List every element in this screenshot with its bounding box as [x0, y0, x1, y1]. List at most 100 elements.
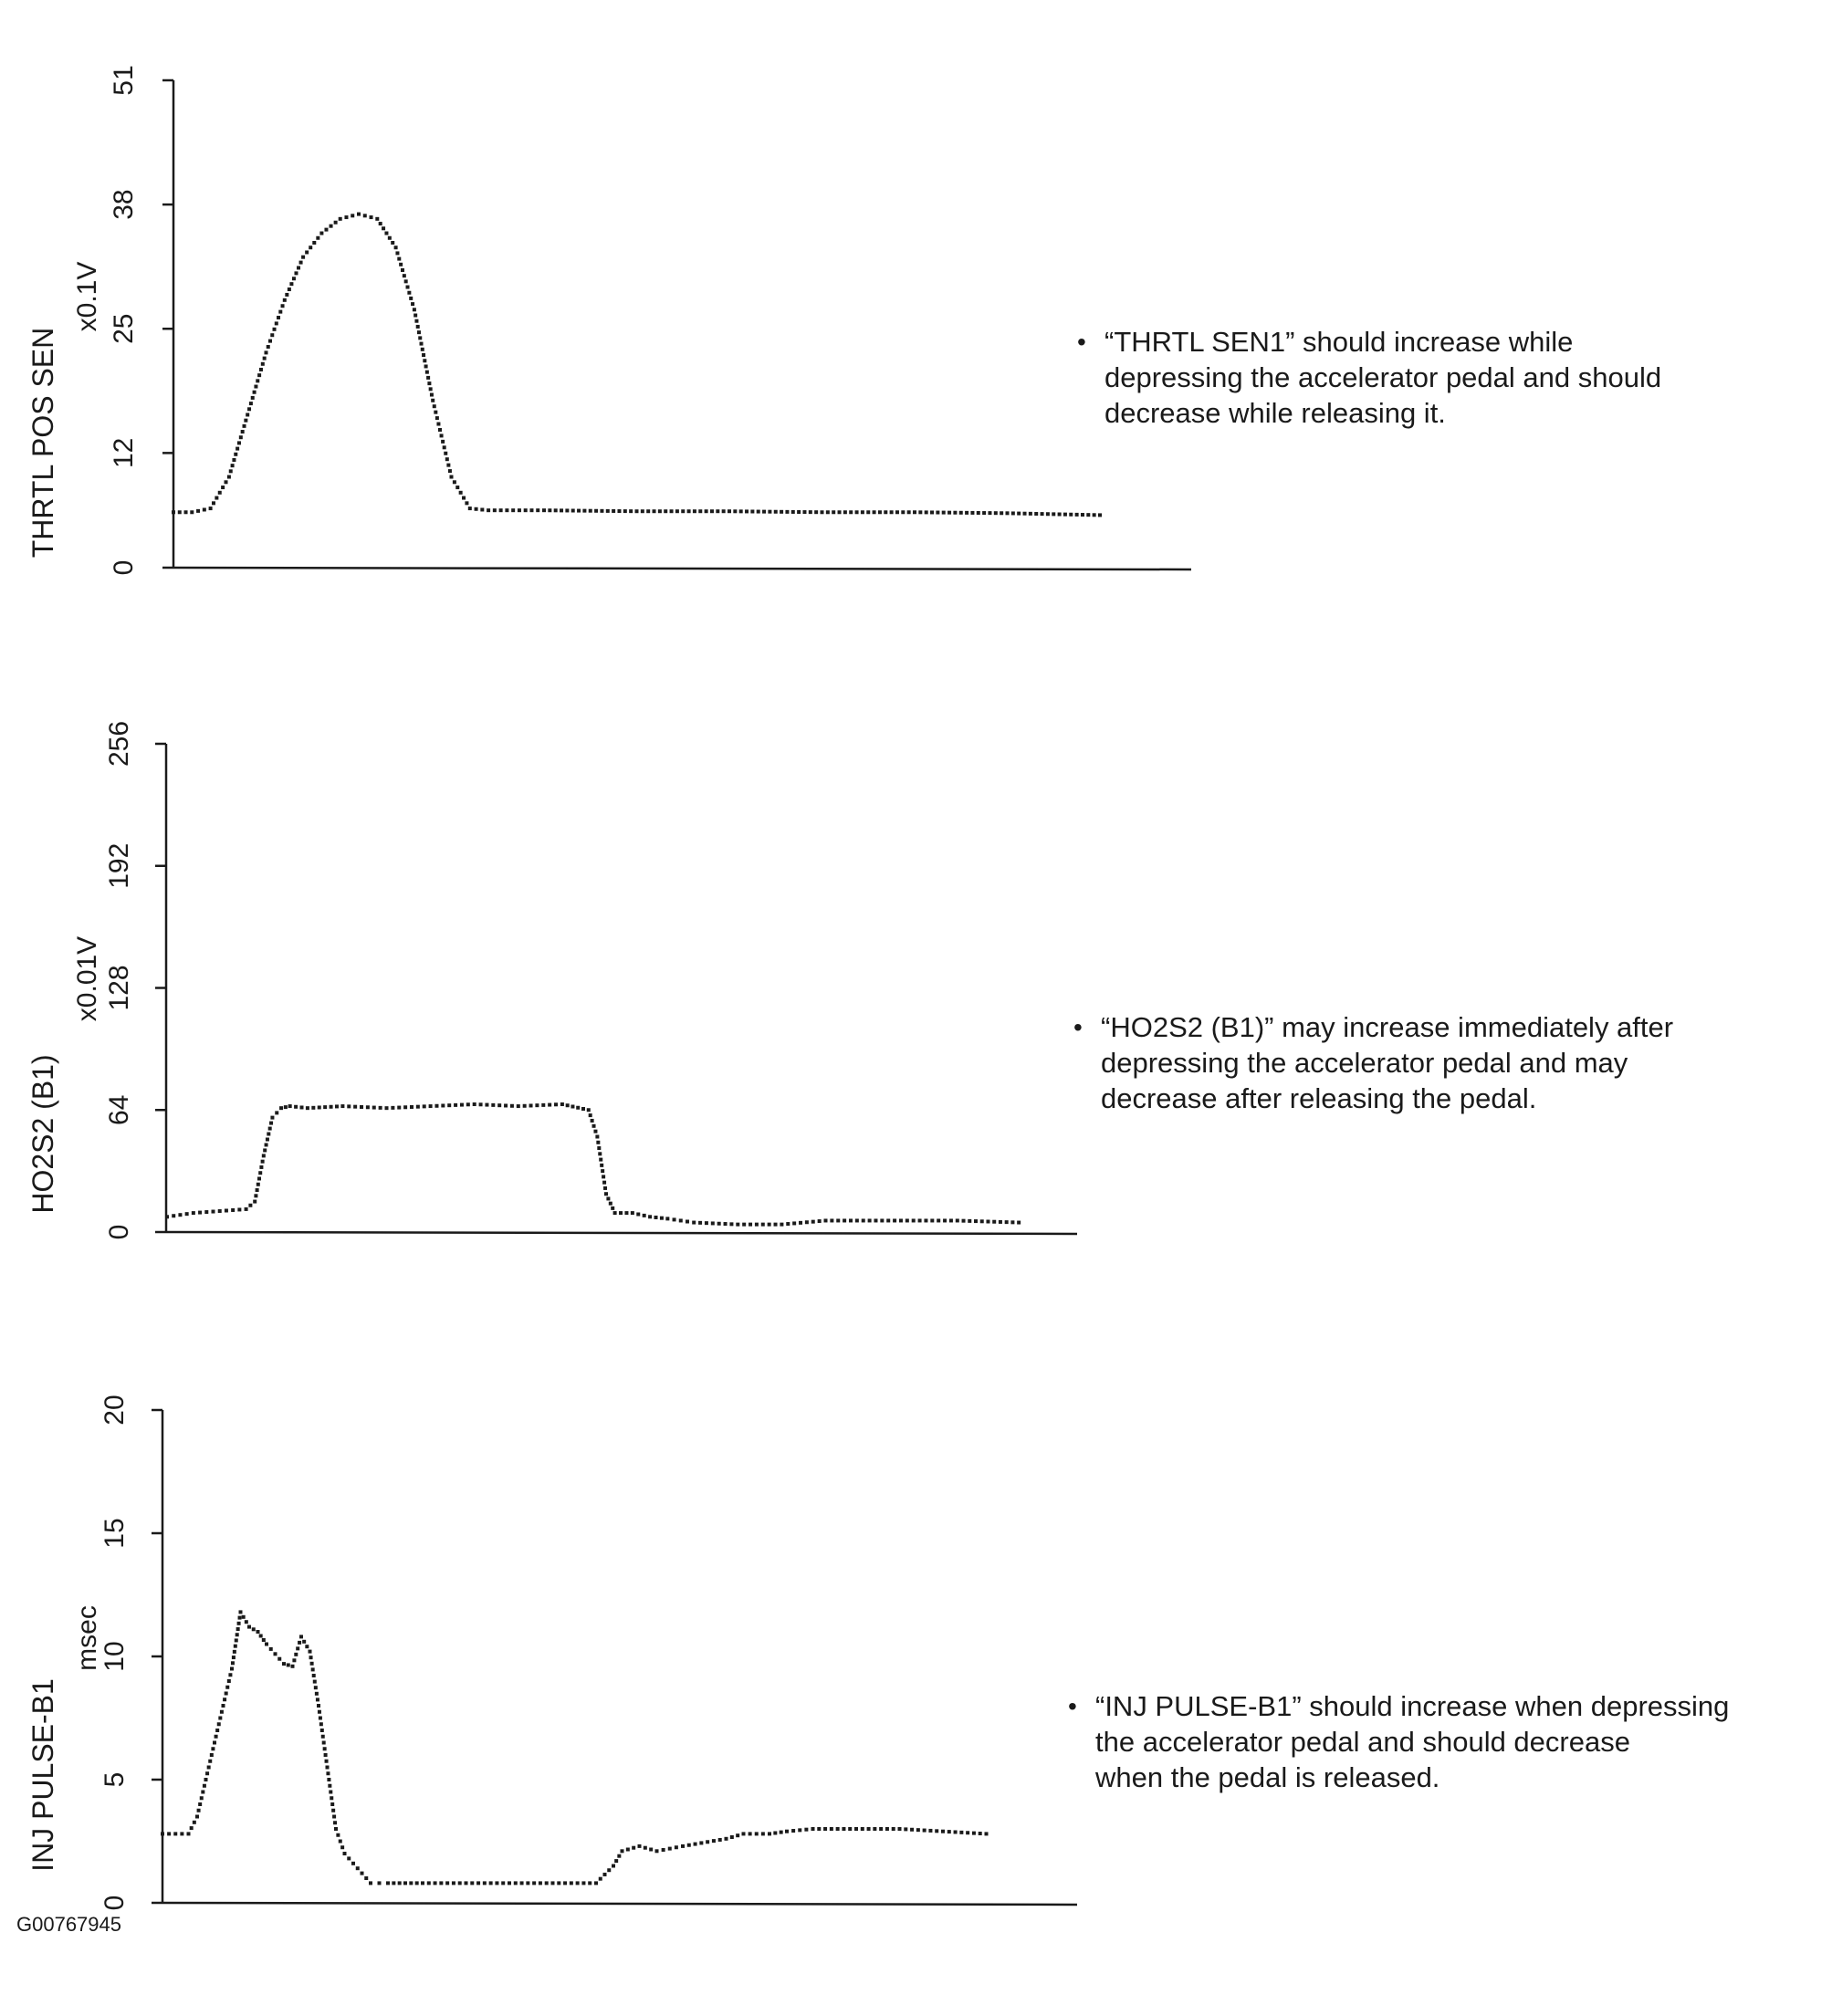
data-dot	[905, 1218, 909, 1223]
data-dot	[612, 1864, 615, 1868]
data-dot	[434, 1103, 439, 1108]
data-dot	[886, 1218, 891, 1223]
data-dot	[251, 1627, 256, 1632]
data-dot	[312, 1679, 317, 1684]
data-dot	[988, 511, 992, 516]
data-dot	[382, 226, 386, 231]
data-dot	[1052, 512, 1056, 517]
data-dot	[458, 490, 463, 495]
data-dot	[282, 298, 287, 302]
data-dot	[302, 1639, 307, 1644]
data-dot	[267, 1126, 272, 1131]
data-dot	[397, 256, 402, 261]
data-dot	[299, 1105, 304, 1110]
data-dot	[849, 510, 853, 515]
data-dot	[797, 510, 801, 515]
data-dot	[974, 1219, 979, 1224]
data-dot	[716, 509, 720, 514]
data-dot	[211, 501, 215, 506]
data-dot	[421, 1881, 424, 1885]
data-dot	[272, 327, 277, 331]
data-dot	[452, 480, 456, 485]
data-dot	[326, 1771, 330, 1776]
y-tick-label: 0	[109, 560, 139, 576]
data-dot	[768, 1832, 771, 1836]
data-dot	[317, 1105, 321, 1110]
data-dot	[268, 339, 273, 343]
note-1-text: “THRTL SEN1” should increase while depre…	[1104, 326, 1662, 429]
data-dot	[495, 1881, 499, 1885]
data-dot	[209, 1753, 214, 1757]
data-dot	[698, 509, 703, 514]
data-dot	[581, 1881, 586, 1885]
data-dot	[415, 1104, 420, 1109]
data-dot	[414, 1881, 419, 1885]
data-dot	[604, 1192, 608, 1196]
data-dot	[405, 285, 410, 289]
data-dot	[324, 1759, 329, 1763]
data-dot	[428, 1104, 433, 1109]
data-dot	[866, 1827, 871, 1831]
data-dot	[538, 1881, 542, 1885]
data-dot	[186, 1832, 191, 1836]
data-dot	[591, 1123, 596, 1128]
data-dot	[445, 1881, 450, 1885]
data-dot	[721, 509, 726, 514]
data-dot	[904, 1827, 908, 1832]
data-dot	[785, 1829, 789, 1833]
data-dot	[837, 510, 842, 515]
data-dot	[242, 423, 246, 428]
data-dot	[553, 508, 558, 513]
data-dot	[231, 1656, 236, 1660]
data-dot	[953, 1830, 958, 1834]
data-dot	[480, 507, 485, 512]
data-dot	[728, 509, 731, 514]
data-dot	[571, 1104, 575, 1109]
data-dot	[260, 1159, 265, 1164]
data-dot	[355, 1866, 360, 1871]
data-dot	[600, 1163, 604, 1167]
data-dot	[657, 509, 662, 514]
data-dot	[384, 231, 389, 235]
note-3-text: “INJ PULSE-B1” should increase when depr…	[1095, 1690, 1730, 1793]
data-dot	[255, 1188, 259, 1193]
x-axis-line	[165, 1230, 1078, 1236]
data-dot	[387, 235, 392, 240]
data-dot	[234, 452, 238, 456]
data-dot	[867, 1218, 872, 1223]
data-dot	[248, 1203, 253, 1207]
data-dot	[314, 1691, 319, 1696]
data-dot	[462, 496, 466, 500]
data-dot	[791, 1829, 796, 1833]
x-axis-line	[162, 1901, 1078, 1906]
data-dot	[180, 1832, 184, 1836]
data-dot	[785, 509, 790, 514]
data-dot	[1000, 511, 1004, 516]
data-dot	[928, 1828, 933, 1833]
data-dot	[270, 333, 275, 338]
data-dot	[319, 1729, 324, 1732]
data-dot	[686, 509, 691, 514]
data-dot	[291, 277, 296, 281]
data-dot	[264, 350, 268, 355]
data-dot	[577, 508, 581, 513]
data-dot	[1034, 511, 1039, 516]
data-dot	[202, 507, 206, 512]
data-dot	[259, 1165, 264, 1169]
data-dot	[201, 1790, 205, 1794]
data-dot	[1086, 513, 1091, 517]
data-dot	[244, 1620, 248, 1624]
data-dot	[189, 1826, 194, 1831]
data-dot	[231, 1207, 236, 1212]
data-dot	[266, 345, 270, 350]
data-dot	[282, 1662, 286, 1666]
data-dot	[313, 1686, 318, 1690]
data-dot	[750, 509, 755, 514]
data-dot	[762, 509, 767, 514]
data-dot	[265, 1137, 269, 1142]
data-dot	[823, 1218, 828, 1223]
data-dot	[403, 1881, 407, 1885]
data-dot	[511, 508, 516, 513]
data-dot	[970, 510, 975, 515]
